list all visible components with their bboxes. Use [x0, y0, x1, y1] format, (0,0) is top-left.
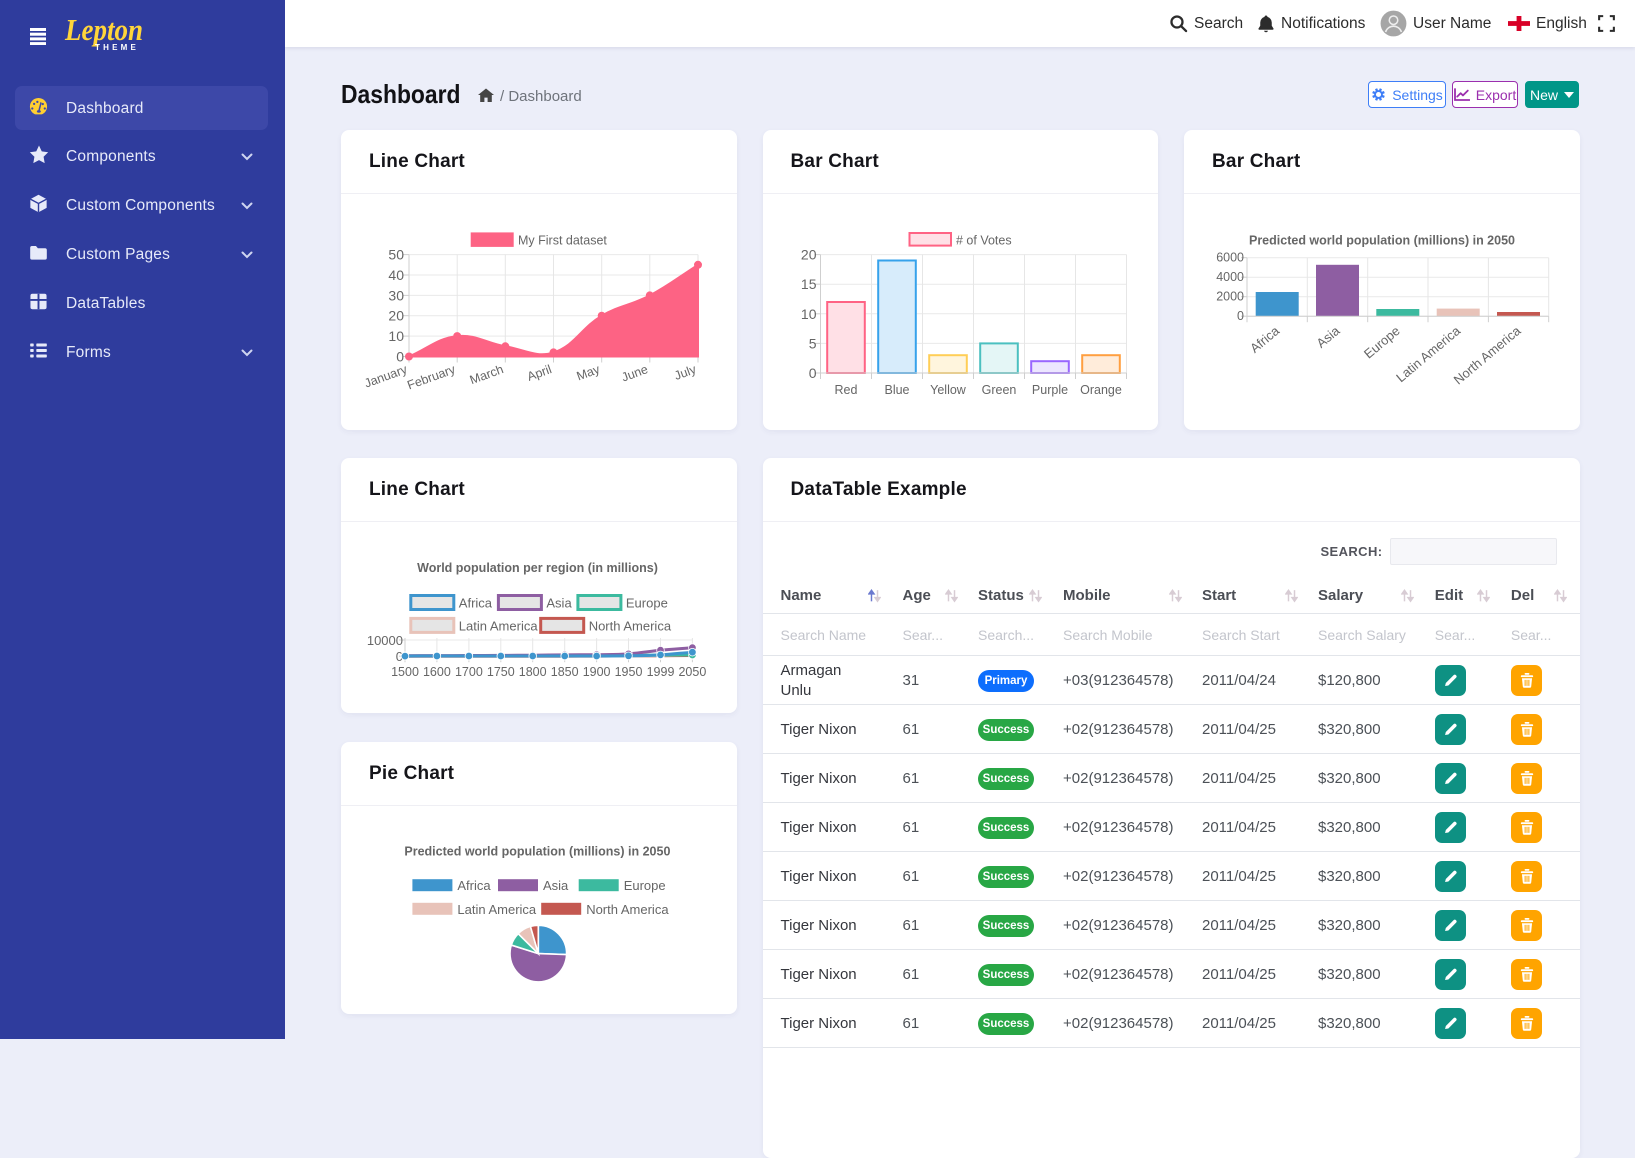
svg-text:Asia: Asia: [543, 878, 569, 893]
svg-text:Yellow: Yellow: [930, 383, 967, 397]
svg-text:Asia: Asia: [546, 596, 572, 611]
svg-text:1750: 1750: [487, 665, 515, 679]
svg-text:15: 15: [800, 276, 816, 292]
svg-text:2050: 2050: [678, 665, 706, 679]
svg-text:0: 0: [396, 349, 404, 365]
svg-text:1700: 1700: [455, 665, 483, 679]
svg-text:Red: Red: [834, 383, 857, 397]
svg-text:10: 10: [800, 306, 816, 322]
svg-text:40: 40: [388, 267, 404, 283]
svg-text:1800: 1800: [519, 665, 547, 679]
svg-text:# of Votes: # of Votes: [956, 234, 1012, 248]
svg-text:April: April: [525, 362, 553, 384]
svg-text:February: February: [405, 362, 457, 393]
svg-text:2000: 2000: [1216, 290, 1244, 304]
svg-text:My First dataset: My First dataset: [518, 233, 607, 247]
svg-text:Lepton: Lepton: [64, 12, 143, 47]
svg-text:10000: 10000: [367, 633, 403, 648]
svg-text:Purple: Purple: [1031, 383, 1067, 397]
svg-text:Africa: Africa: [457, 878, 491, 893]
svg-text:Latin America: Latin America: [459, 618, 539, 633]
svg-text:North America: North America: [586, 902, 669, 917]
svg-text:20: 20: [800, 247, 816, 263]
svg-text:June: June: [620, 362, 650, 384]
svg-text:Latin America: Latin America: [457, 902, 537, 917]
svg-text:30: 30: [388, 287, 404, 303]
svg-text:Predicted world population (mi: Predicted world population (millions) in…: [404, 845, 670, 859]
svg-text:0: 0: [808, 365, 816, 381]
svg-text:1950: 1950: [615, 665, 643, 679]
svg-text:North America: North America: [589, 618, 672, 633]
svg-text:1500: 1500: [391, 665, 419, 679]
svg-text:4000: 4000: [1216, 270, 1244, 284]
svg-text:July: July: [672, 362, 698, 383]
svg-text:20: 20: [388, 308, 404, 324]
svg-text:1600: 1600: [423, 665, 451, 679]
svg-text:Asia: Asia: [1313, 323, 1343, 351]
svg-text:50: 50: [388, 247, 404, 263]
svg-text:0: 0: [1237, 309, 1244, 323]
svg-text:May: May: [575, 362, 603, 383]
svg-text:5: 5: [808, 335, 816, 351]
svg-text:THEME: THEME: [95, 43, 139, 52]
svg-text:Europe: Europe: [624, 878, 666, 893]
svg-text:Green: Green: [981, 383, 1016, 397]
svg-text:Africa: Africa: [1247, 323, 1283, 356]
svg-text:World population per region (i: World population per region (in millions…: [417, 561, 658, 575]
svg-text:10: 10: [388, 328, 404, 344]
svg-text:1850: 1850: [551, 665, 579, 679]
svg-text:January: January: [362, 362, 409, 391]
svg-text:1999: 1999: [647, 665, 675, 679]
svg-text:Europe: Europe: [1361, 323, 1403, 361]
svg-text:March: March: [468, 362, 505, 387]
svg-text:Blue: Blue: [884, 383, 909, 397]
svg-text:6000: 6000: [1216, 251, 1244, 265]
svg-text:Predicted world population (mi: Predicted world population (millions) in…: [1249, 234, 1515, 248]
svg-text:North America: North America: [1451, 323, 1524, 388]
svg-text:Africa: Africa: [459, 596, 493, 611]
svg-text:1900: 1900: [583, 665, 611, 679]
svg-text:Orange: Orange: [1080, 383, 1122, 397]
svg-text:Europe: Europe: [626, 596, 668, 611]
svg-text:0: 0: [396, 649, 403, 664]
